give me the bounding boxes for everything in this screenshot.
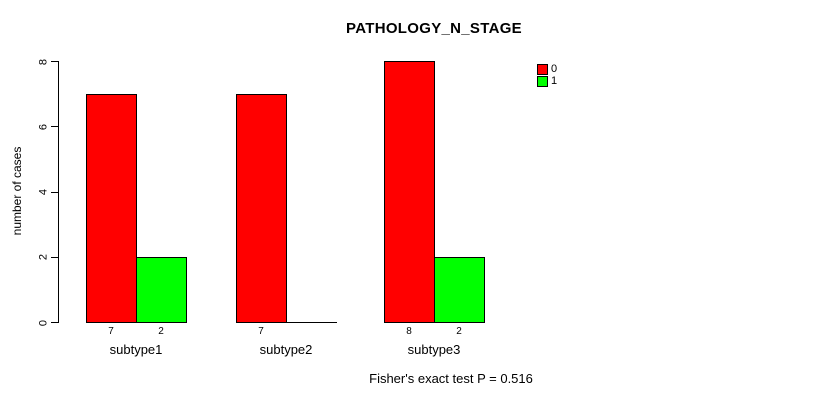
bar-value-label: 7 xyxy=(258,326,264,337)
legend-swatch-1 xyxy=(537,76,548,87)
legend-label: 0 xyxy=(551,63,558,75)
category-label-subtype3: subtype3 xyxy=(407,342,461,357)
bar-subtype2-series1 xyxy=(286,322,337,323)
y-axis-tick-label: 2 xyxy=(37,254,50,261)
category-label-subtype2: subtype2 xyxy=(259,342,313,357)
bar-subtype3-series1 xyxy=(434,257,485,323)
bar-value-label: 2 xyxy=(158,326,164,337)
y-axis-tick xyxy=(51,61,58,62)
bar-subtype3-series0 xyxy=(384,61,435,323)
y-axis-tick xyxy=(51,256,58,258)
y-axis-tick xyxy=(51,322,58,323)
y-axis-tick xyxy=(51,126,58,128)
legend-label: 1 xyxy=(551,75,558,87)
bar-value-label: 2 xyxy=(456,326,462,337)
bar-value-label: 8 xyxy=(406,326,412,337)
bar-value-label: 7 xyxy=(108,326,114,337)
y-axis-tick-label: 6 xyxy=(37,123,50,130)
y-axis-line xyxy=(58,61,59,323)
fisher-test-annotation: Fisher's exact test P = 0.516 xyxy=(369,371,533,386)
bar-subtype1-series1 xyxy=(136,257,187,323)
category-label-subtype1: subtype1 xyxy=(109,342,163,357)
chart-title: PATHOLOGY_N_STAGE xyxy=(346,20,522,37)
bar-subtype1-series0 xyxy=(86,94,137,323)
y-axis-tick-label: 4 xyxy=(37,188,50,196)
legend-swatch-0 xyxy=(537,64,548,75)
y-axis-label: number of cases xyxy=(10,146,24,236)
bar-subtype2-series0 xyxy=(236,94,287,323)
y-axis-tick-label: 0 xyxy=(37,319,50,326)
y-axis-tick-label: 8 xyxy=(37,58,50,65)
y-axis-tick xyxy=(51,191,58,193)
